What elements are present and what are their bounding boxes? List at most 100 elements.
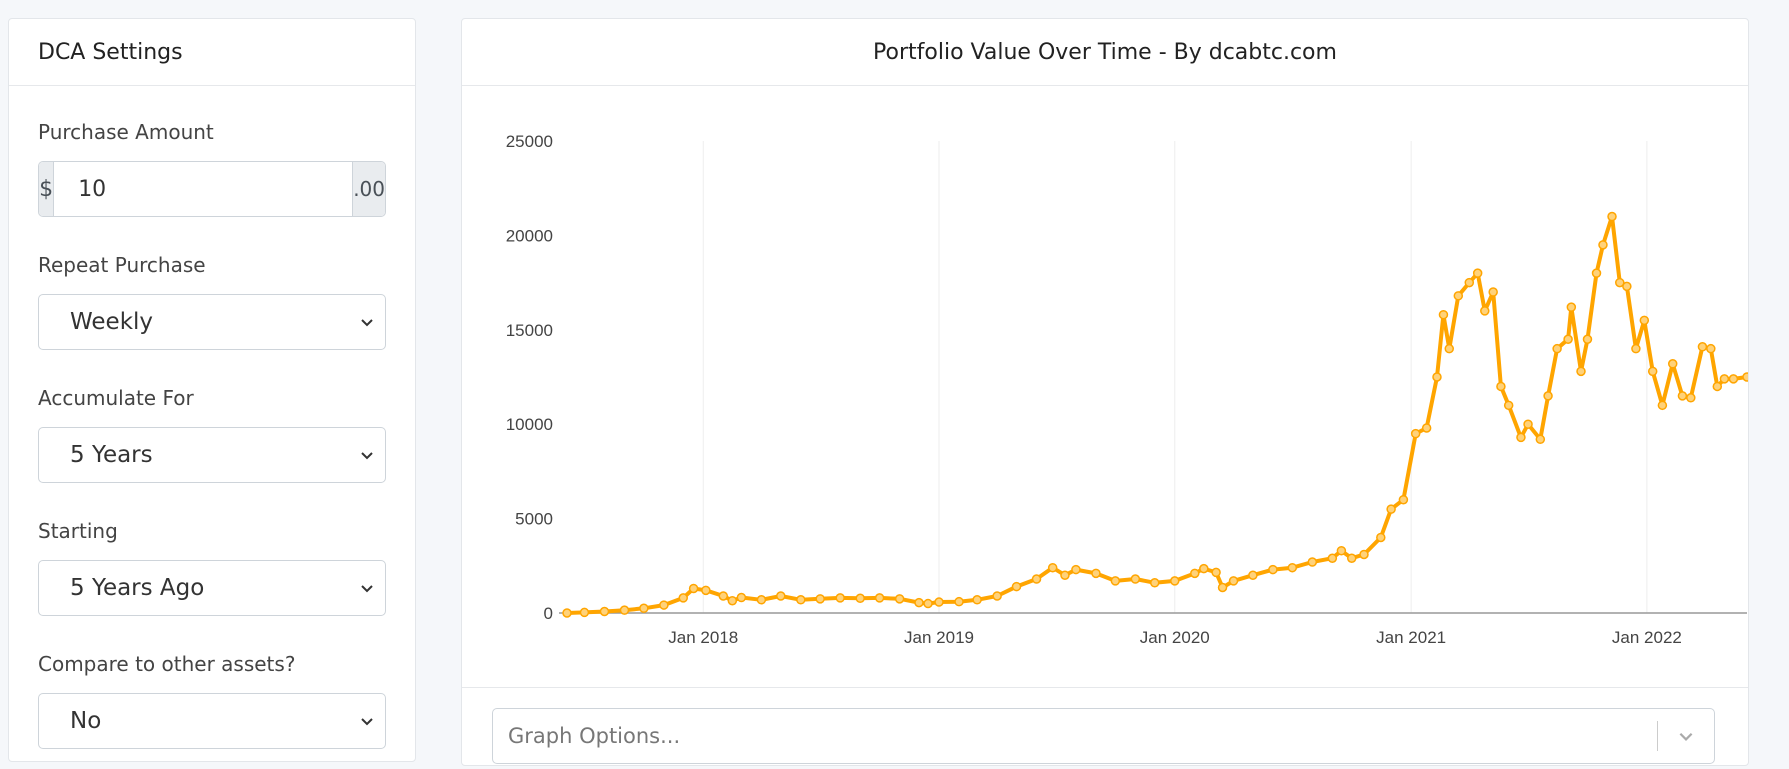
data-point: [1607, 211, 1617, 222]
data-point: [1667, 359, 1678, 369]
portfolio-chart-card: Portfolio Value Over Time - By dcabtc.co…: [461, 18, 1752, 766]
compare-assets-value: No: [70, 708, 102, 734]
data-point: [1496, 381, 1506, 392]
starting-label: Starting: [38, 519, 118, 543]
data-point: [815, 594, 825, 604]
data-point: [1566, 302, 1577, 312]
chevron-down-icon: [361, 585, 373, 593]
data-point: [1576, 366, 1586, 377]
x-tick-label: Jan 2019: [904, 628, 974, 647]
settings-form: Purchase Amount $ .00 Repeat Purchase We…: [9, 120, 415, 749]
data-point: [1615, 277, 1625, 288]
starting-select[interactable]: 5 Years Ago: [38, 560, 386, 616]
purchase-amount-input[interactable]: [54, 162, 353, 216]
data-point: [1686, 393, 1696, 403]
data-point: [1582, 334, 1593, 344]
data-point: [1376, 532, 1386, 543]
starting-value: 5 Years Ago: [70, 575, 205, 601]
data-point: [619, 605, 630, 615]
y-tick-label: 0: [544, 604, 553, 623]
data-point: [727, 595, 738, 606]
data-point: [1359, 549, 1369, 560]
data-point: [1438, 309, 1449, 320]
graph-options-indicator: [1657, 709, 1714, 763]
chevron-down-icon: [1679, 732, 1693, 741]
cents-suffix: .00: [352, 162, 385, 216]
data-point: [659, 600, 669, 610]
y-tick-label: 20000: [506, 226, 553, 245]
data-point: [1190, 568, 1200, 579]
data-point: [1248, 570, 1258, 580]
data-point: [835, 593, 845, 603]
data-point: [599, 606, 610, 617]
data-point: [1011, 581, 1022, 592]
data-point: [1464, 277, 1475, 288]
data-point: [776, 591, 786, 601]
graph-options-select[interactable]: Graph Options...: [492, 708, 1715, 764]
data-point: [1657, 400, 1668, 411]
y-tick-label: 5000: [515, 510, 553, 529]
data-point: [972, 595, 982, 605]
data-point: [1307, 557, 1318, 567]
data-point: [1706, 343, 1716, 354]
repeat-purchase-value: Weekly: [70, 309, 154, 335]
portfolio-line-chart[interactable]: Jan 2018 Jan 2019 Jan 2020 Jan 2021 Jan 2022…: [462, 87, 1752, 687]
data-point: [1287, 562, 1298, 573]
data-point: [1031, 574, 1042, 584]
purchase-amount-label: Purchase Amount: [38, 120, 214, 144]
data-point: [701, 585, 711, 596]
data-point: [923, 598, 933, 609]
data-point: [718, 591, 729, 601]
chart-footer: Graph Options...: [462, 687, 1748, 765]
y-tick-label: 25000: [506, 132, 553, 151]
purchase-amount-group: $ .00: [38, 161, 386, 217]
data-point: [954, 596, 964, 607]
data-point: [874, 593, 885, 603]
compare-assets-select[interactable]: No: [38, 693, 386, 749]
data-point: [1591, 268, 1602, 278]
data-point: [1130, 574, 1141, 584]
graph-options-toggle[interactable]: [1658, 727, 1714, 745]
data-point: [1647, 366, 1658, 377]
repeat-purchase-select[interactable]: Weekly: [38, 294, 386, 350]
data-point: [562, 608, 572, 618]
data-point: [736, 592, 747, 603]
y-tick-label: 10000: [506, 415, 553, 434]
accumulate-for-select[interactable]: 5 Years: [38, 427, 386, 483]
data-point: [1563, 334, 1573, 344]
data-point: [1071, 564, 1081, 575]
data-point: [1598, 240, 1608, 250]
data-point: [1091, 568, 1101, 579]
data-point: [579, 607, 590, 618]
data-point: [756, 595, 767, 605]
data-point: [914, 597, 924, 608]
data-point: [688, 583, 699, 594]
data-point: [1543, 391, 1553, 401]
data-point: [1453, 291, 1464, 301]
data-point: [1060, 570, 1070, 580]
data-point: [1444, 343, 1455, 354]
data-point: [1719, 374, 1730, 384]
data-point: [1336, 545, 1347, 556]
data-point: [1552, 343, 1562, 354]
data-point: [1228, 576, 1239, 586]
chart-area[interactable]: Jan 2018 Jan 2019 Jan 2020 Jan 2021 Jan 2022…: [462, 87, 1752, 687]
data-point: [1503, 400, 1514, 411]
data-point: [1199, 563, 1209, 574]
x-tick-label: Jan 2020: [1140, 628, 1210, 647]
data-point: [1386, 504, 1396, 514]
data-point: [1742, 372, 1752, 382]
data-point: [1170, 576, 1180, 586]
data-point: [1211, 567, 1221, 578]
data-point: [1488, 287, 1498, 297]
data-point: [639, 603, 649, 614]
x-tick-label: Jan 2021: [1376, 628, 1446, 647]
data-point: [992, 591, 1002, 601]
data-point: [855, 593, 865, 604]
data-point: [934, 597, 944, 607]
repeat-purchase-label: Repeat Purchase: [38, 253, 206, 277]
series-line: [566, 214, 1748, 615]
data-point: [1728, 374, 1739, 384]
accumulate-for-label: Accumulate For: [38, 386, 194, 410]
data-point: [1398, 494, 1409, 505]
